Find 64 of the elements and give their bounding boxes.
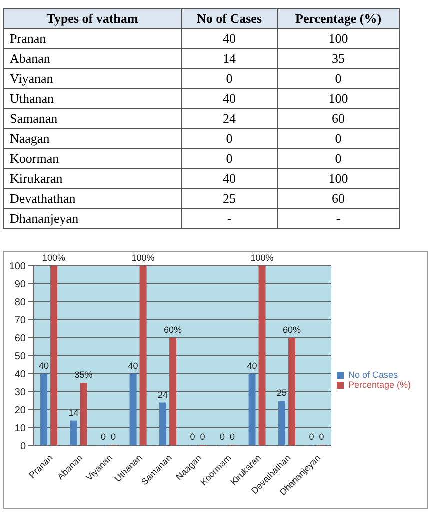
text: 40 [223, 170, 236, 186]
text: 60 [332, 110, 346, 126]
y-tick-label: 20 [14, 406, 26, 417]
y-tick-label: 90 [14, 280, 26, 291]
data-label: 40 [128, 361, 138, 371]
text: 100 [328, 170, 348, 186]
text: 0 [335, 130, 342, 146]
data-label: 0 [200, 432, 206, 442]
category-label: Types of vatham [4, 8, 182, 28]
category-label: Abanan [10, 50, 50, 66]
text: 14 [223, 50, 236, 66]
text: 100 [328, 30, 348, 46]
y-tick-label: 40 [14, 370, 26, 381]
category-label: Percentage (%) [278, 8, 400, 28]
text: 40 [223, 30, 236, 46]
text: 0 [226, 130, 233, 146]
data-label: 14 [68, 408, 79, 418]
y-tick-label: 60 [14, 334, 26, 345]
data-label: 0 [309, 432, 314, 442]
category-label: Viyanan [10, 70, 54, 86]
category-label: Pranan [10, 30, 46, 46]
text: - [336, 210, 341, 226]
data-label: 24 [158, 390, 168, 400]
legend-label: No of Cases [348, 370, 398, 380]
text: 100 [328, 90, 348, 106]
category-label: Kirukaran [10, 170, 63, 186]
data-label: 100% [250, 253, 274, 263]
y-tick-label: 10 [14, 424, 26, 435]
data-label: 40 [39, 361, 50, 371]
text: 0 [226, 70, 233, 86]
text: - [227, 210, 232, 226]
data-label: 100% [42, 253, 66, 263]
text: 25 [223, 190, 236, 206]
data-label: 0 [319, 432, 324, 442]
data-label: 0 [111, 432, 116, 442]
category-label: Naagan [10, 130, 50, 146]
text: 60 [332, 190, 346, 206]
data-label: 40 [247, 361, 258, 371]
text: 24 [223, 110, 236, 126]
y-tick-label: 0 [20, 442, 26, 453]
category-label: Devathathan [10, 190, 76, 206]
category-label: Koorman [10, 150, 60, 166]
data-label: 0 [220, 432, 226, 442]
text: 0 [226, 150, 233, 166]
y-tick-label: 50 [14, 352, 26, 363]
text: 40 [223, 90, 236, 106]
text: 0 [335, 70, 342, 86]
data-label: 60% [283, 325, 302, 335]
y-tick-label: 30 [14, 388, 26, 399]
category-label: Samanan [10, 110, 58, 126]
data-label: 0 [230, 432, 236, 442]
data-label: 60% [164, 325, 182, 335]
data-label: 100% [132, 253, 155, 263]
category-label: Uthanan [10, 90, 54, 106]
data-label: 0 [190, 432, 196, 442]
legend-label: Percentage (%) [348, 380, 411, 390]
y-tick-label: 80 [14, 298, 26, 309]
y-tick-label: 70 [14, 316, 26, 327]
text: 35 [332, 50, 346, 66]
category-label: Dhananjeyan [10, 210, 79, 226]
text: 0 [335, 150, 342, 166]
data-label: 0 [101, 432, 106, 442]
category-label: No of Cases [182, 8, 278, 28]
y-tick-label: 100 [9, 262, 26, 273]
